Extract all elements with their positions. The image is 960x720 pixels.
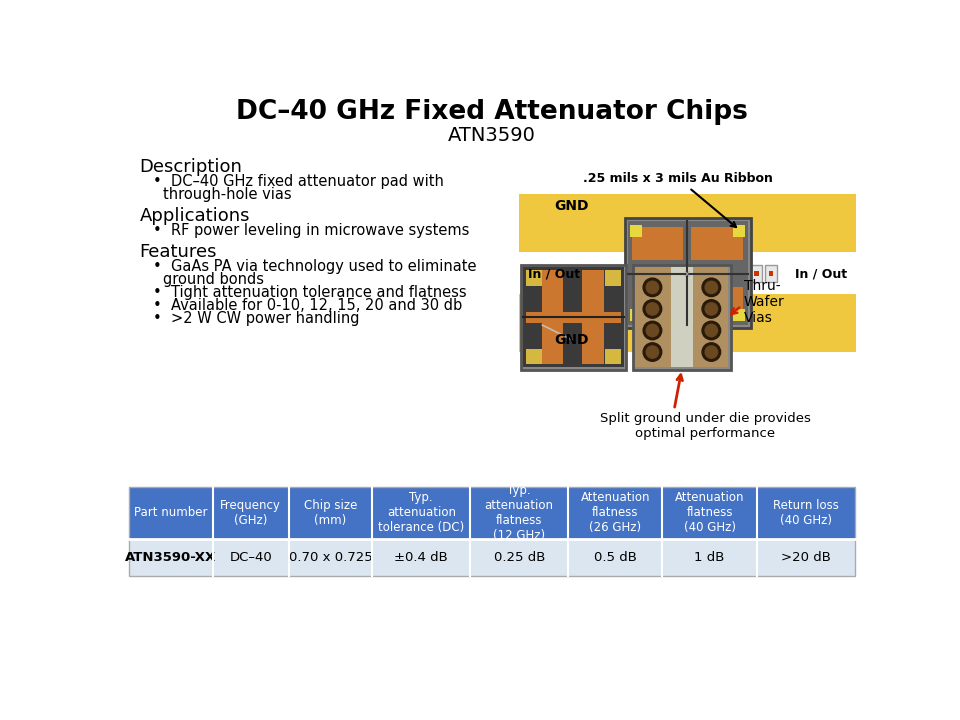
Bar — [626, 265, 638, 282]
Text: 0.25 dB: 0.25 dB — [493, 551, 545, 564]
Bar — [754, 271, 758, 276]
Bar — [733, 225, 745, 238]
Text: Typ.
attenuation
tolerance (DC): Typ. attenuation tolerance (DC) — [378, 492, 465, 534]
Bar — [671, 267, 693, 367]
Bar — [526, 349, 541, 364]
Text: In / Out: In / Out — [795, 267, 848, 280]
Text: >20 dB: >20 dB — [780, 551, 830, 564]
Text: 0.5 dB: 0.5 dB — [594, 551, 636, 564]
Bar — [130, 539, 854, 576]
Bar — [769, 271, 774, 276]
Text: •  Tight attenuation tolerance and flatness: • Tight attenuation tolerance and flatne… — [154, 285, 467, 300]
Text: Part number: Part number — [134, 506, 207, 520]
Bar — [625, 218, 751, 328]
Bar — [130, 487, 854, 539]
Bar — [541, 271, 564, 364]
Bar — [691, 228, 743, 260]
Bar — [526, 312, 621, 323]
Bar — [523, 267, 624, 367]
Text: through-hole vias: through-hole vias — [162, 187, 291, 202]
Circle shape — [646, 346, 659, 359]
Text: 1 dB: 1 dB — [694, 551, 725, 564]
Bar — [130, 487, 854, 576]
Circle shape — [646, 324, 659, 337]
Bar — [633, 265, 731, 370]
Circle shape — [702, 343, 721, 361]
Text: GND: GND — [554, 199, 588, 212]
Bar — [632, 287, 684, 319]
Text: •  >2 W CW power handling: • >2 W CW power handling — [154, 311, 360, 326]
Text: •  Available for 0-10, 12, 15, 20 and 30 db: • Available for 0-10, 12, 15, 20 and 30 … — [154, 298, 463, 313]
Bar — [630, 271, 635, 276]
Text: ground bonds: ground bonds — [162, 272, 264, 287]
Text: Split ground under die provides
optimal performance: Split ground under die provides optimal … — [600, 412, 810, 440]
Text: ATN3590: ATN3590 — [448, 127, 536, 145]
Circle shape — [702, 300, 721, 318]
Circle shape — [702, 321, 721, 340]
Text: ATN3590-XX: ATN3590-XX — [126, 551, 217, 564]
Circle shape — [706, 324, 717, 337]
Text: x: x — [684, 269, 690, 279]
Bar — [628, 221, 748, 325]
Text: .25 mils x 3 mils Au Ribbon: .25 mils x 3 mils Au Ribbon — [583, 172, 773, 227]
Bar — [763, 240, 856, 306]
Circle shape — [702, 278, 721, 297]
Text: Frequency
(GHz): Frequency (GHz) — [221, 499, 281, 527]
Text: Applications: Applications — [139, 207, 250, 225]
Text: ±0.4 dB: ±0.4 dB — [395, 551, 448, 564]
Circle shape — [646, 282, 659, 294]
Text: 0.70 x 0.725: 0.70 x 0.725 — [289, 551, 372, 564]
Text: Chip size
(mm): Chip size (mm) — [304, 499, 357, 527]
Bar — [520, 265, 626, 370]
Bar — [691, 287, 743, 319]
Bar — [615, 271, 620, 276]
Bar — [630, 225, 642, 238]
Bar — [605, 349, 621, 364]
Bar — [605, 271, 621, 286]
Text: Description: Description — [139, 158, 242, 176]
Text: Return loss
(40 GHz): Return loss (40 GHz) — [773, 499, 839, 527]
Text: Thru-
Wafer
Vias: Thru- Wafer Vias — [744, 279, 784, 325]
Text: Typ.
attenuation
flatness
(12 GHz): Typ. attenuation flatness (12 GHz) — [485, 484, 554, 542]
Text: DC–40: DC–40 — [229, 551, 273, 564]
Text: •  DC–40 GHz fixed attenuator pad with: • DC–40 GHz fixed attenuator pad with — [154, 174, 444, 189]
Bar — [519, 240, 612, 306]
Text: DC–40 GHz Fixed Attenuator Chips: DC–40 GHz Fixed Attenuator Chips — [236, 99, 748, 125]
Bar — [630, 309, 642, 321]
Bar — [519, 194, 856, 352]
Text: •  GaAs PA via technology used to eliminate: • GaAs PA via technology used to elimina… — [154, 259, 477, 274]
Bar — [733, 309, 745, 321]
Bar — [526, 271, 541, 286]
Bar — [582, 271, 604, 364]
Text: Attenuation
flatness
(40 GHz): Attenuation flatness (40 GHz) — [675, 492, 744, 534]
Text: •  RF power leveling in microwave systems: • RF power leveling in microwave systems — [154, 222, 469, 238]
Bar — [612, 265, 624, 282]
Bar — [765, 265, 778, 282]
Text: Attenuation
flatness
(26 GHz): Attenuation flatness (26 GHz) — [581, 492, 650, 534]
Circle shape — [643, 343, 661, 361]
Bar — [750, 265, 762, 282]
Text: In / Out: In / Out — [528, 267, 580, 280]
Bar — [632, 228, 684, 260]
Circle shape — [706, 346, 717, 359]
Circle shape — [706, 282, 717, 294]
Circle shape — [706, 303, 717, 315]
Circle shape — [643, 278, 661, 297]
Circle shape — [646, 303, 659, 315]
Bar — [519, 252, 628, 294]
Text: GND: GND — [554, 333, 588, 348]
Circle shape — [643, 300, 661, 318]
Text: Features: Features — [139, 243, 217, 261]
Bar — [636, 267, 729, 367]
Bar — [748, 252, 856, 294]
Circle shape — [643, 321, 661, 340]
